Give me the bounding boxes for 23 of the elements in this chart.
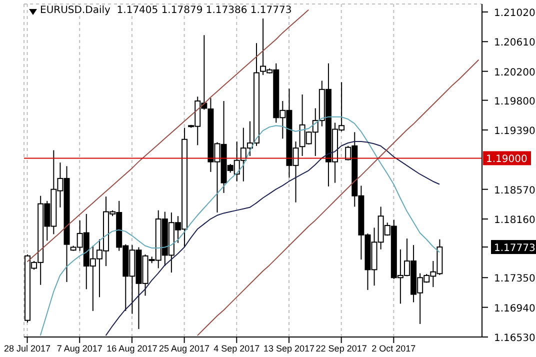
x-tick-label: 28 Jul 2017 (4, 343, 51, 354)
chart-title: EURUSD.Daily 1.17405 1.17879 1.17386 1.17773 (40, 5, 292, 16)
y-tick-label: 1.17350 (494, 274, 536, 285)
x-tick-label: 13 Sep 2017 (263, 343, 315, 354)
y-tick-label: 1.20610 (494, 38, 536, 49)
x-tick-label: 25 Aug 2017 (159, 343, 210, 354)
x-tick-label: 7 Aug 2017 (56, 343, 102, 354)
ref-line-label: 1.19000 (486, 154, 528, 166)
y-tick-label: 1.19390 (494, 126, 536, 137)
y-tick-label: 1.21020 (494, 8, 536, 19)
x-tick-label: 4 Sep 2017 (214, 343, 260, 354)
x-tick-label: 16 Aug 2017 (106, 343, 158, 354)
y-tick-label: 1.18160 (494, 215, 536, 226)
y-tick-label: 1.19800 (494, 96, 536, 108)
y-tick-label: 1.17773 (494, 243, 536, 254)
x-tick-label: 22 Sep 2017 (316, 343, 367, 354)
y-tick-label: 1.18570 (494, 185, 536, 196)
y-tick-label: 1.16940 (494, 303, 536, 314)
y-tick-label: 1.20200 (494, 67, 536, 78)
line-series (196, 59, 480, 336)
line-series (105, 141, 440, 336)
y-tick-label: 1.16530 (494, 333, 536, 344)
x-tick-label: 2 Oct 2017 (372, 343, 416, 354)
